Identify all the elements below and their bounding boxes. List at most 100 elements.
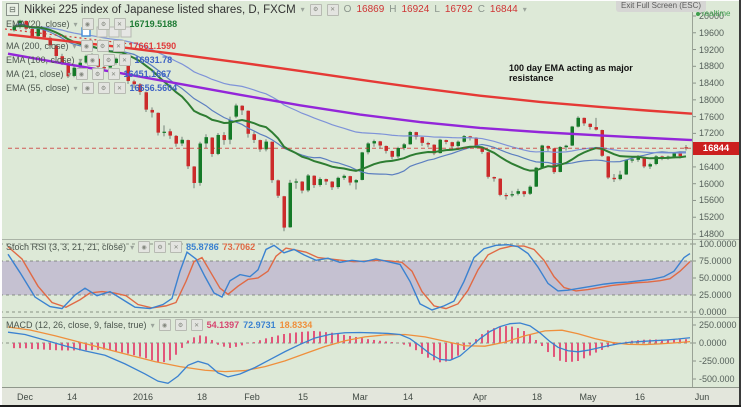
window-edge	[0, 0, 2, 407]
time-axis-label: Jun	[694, 392, 710, 402]
indicator-row: EMA (20, close) ▾ ◉ ⚙ ✕ 16719.5188	[6, 18, 177, 30]
stoch-axis-label: 25.0000	[699, 290, 732, 300]
price-axis-label: 16400	[699, 161, 725, 172]
close-icon[interactable]: ✕	[113, 18, 126, 30]
stoch-axis-label: 100.0000	[699, 239, 737, 249]
pane-divider-main-stoch	[0, 239, 741, 240]
price-axis-label: 16000	[699, 178, 725, 189]
eye-icon[interactable]: ◉	[80, 40, 93, 52]
time-axis-label: 18	[196, 392, 207, 402]
chevron-down-icon[interactable]: ▾	[73, 19, 78, 29]
chevron-down-icon[interactable]: ▾	[150, 320, 155, 330]
eye-icon[interactable]: ◉	[75, 68, 88, 80]
indicator-row: MA (21, close) ▾ ◉ ⚙ ✕ 16451.1667	[6, 68, 171, 80]
macd-header: MACD (12, 26, close, 9, false, true) ▾ ◉…	[6, 319, 312, 331]
eye-icon[interactable]: ◉	[158, 319, 171, 331]
chevron-down-icon[interactable]: ▾	[78, 55, 83, 65]
price-axis-label: 15600	[699, 195, 725, 206]
close-icon[interactable]: ✕	[112, 40, 125, 52]
gear-icon[interactable]: ⚙	[97, 82, 110, 94]
low-label: L	[434, 4, 440, 15]
price-axis-label: 14800	[699, 229, 725, 239]
window-edge	[739, 0, 741, 407]
indicator-name-label[interactable]: EMA (20, close)	[6, 19, 70, 29]
close-icon[interactable]: ✕	[118, 54, 131, 66]
time-axis[interactable]	[0, 387, 741, 406]
symbol-title[interactable]: Nikkei 225 index of Japanese listed shar…	[24, 3, 296, 16]
stoch-rsi-label[interactable]: Stoch RSI (3, 3, 21, 21, close)	[6, 242, 127, 252]
last-price-tag: 16844	[693, 141, 739, 155]
indicator-name-label[interactable]: EMA (55, close)	[6, 83, 70, 93]
indicator-name-label[interactable]: MA (200, close)	[6, 41, 69, 51]
time-axis-label: Apr	[472, 392, 487, 402]
close-icon[interactable]: ✕	[326, 3, 339, 16]
price-axis-label: 17200	[699, 128, 725, 139]
gear-icon[interactable]: ⚙	[102, 54, 115, 66]
macd-label[interactable]: MACD (12, 26, close, 9, false, true)	[6, 320, 147, 330]
eye-icon[interactable]: ◉	[138, 241, 151, 253]
realtime-badge: realtime	[696, 9, 730, 18]
chevron-down-icon[interactable]: ▾	[72, 41, 77, 51]
time-axis-label: 18	[531, 392, 542, 402]
chevron-down-icon[interactable]: ▾	[67, 69, 72, 79]
gear-icon[interactable]: ⚙	[309, 3, 322, 16]
time-axis-label: May	[579, 392, 597, 402]
indicator-row: EMA (100, close) ▾ ◉ ⚙ ✕ 16931.78	[6, 54, 172, 66]
time-axis-label: 14	[402, 392, 413, 402]
macd-axis-label: 0.0000	[699, 338, 727, 348]
low-value: 16792	[444, 4, 473, 15]
time-axis-label: Feb	[244, 392, 260, 402]
price-axis-label: 20000	[699, 11, 725, 21]
indicator-value: 16719.5188	[129, 19, 178, 29]
time-axis-label: 16	[634, 392, 645, 402]
exit-fullscreen-button[interactable]: Exit Full Screen (ESC)	[616, 0, 707, 12]
price-axis-label: 19600	[699, 27, 725, 38]
close-icon[interactable]: ✕	[107, 68, 120, 80]
gear-icon[interactable]: ⚙	[91, 68, 104, 80]
price-axis-label: 18000	[699, 94, 725, 105]
realtime-dot-icon	[696, 11, 700, 16]
gear-icon[interactable]: ⚙	[154, 241, 167, 253]
time-axis-label: Dec	[16, 392, 33, 402]
open-label: O	[343, 4, 352, 15]
indicator-row: EMA (55, close) ▾ ◉ ⚙ ✕ 16656.5604	[6, 82, 177, 94]
window-edge	[0, 405, 741, 407]
gear-icon[interactable]: ⚙	[97, 18, 110, 30]
price-axis-label: 18800	[699, 61, 725, 72]
price-axis-separator	[692, 0, 693, 387]
macd-axis-label: 250.0000	[699, 320, 737, 330]
collapse-pane-icon[interactable]: ⊟	[6, 3, 19, 16]
eye-icon[interactable]: ◉	[81, 82, 94, 94]
indicator-name-label[interactable]: EMA (100, close)	[6, 55, 75, 65]
eye-icon[interactable]: ◉	[86, 54, 99, 66]
time-axis-label: 15	[297, 392, 308, 402]
stoch-axis-label: 50.0000	[699, 273, 732, 283]
stoch-rsi-header: Stoch RSI (3, 3, 21, 21, close) ▾ ◉ ⚙ ✕ …	[6, 241, 255, 253]
gear-icon[interactable]: ⚙	[174, 319, 187, 331]
close-icon[interactable]: ✕	[113, 82, 126, 94]
chevron-down-icon[interactable]: ▾	[522, 5, 527, 14]
time-axis-label: 14	[66, 392, 77, 402]
indicator-value: 16451.1667	[123, 69, 172, 79]
eye-icon[interactable]: ◉	[81, 18, 94, 30]
stoch-axis-label: 0.0000	[699, 307, 727, 317]
indicator-value: 17661.1590	[128, 41, 177, 51]
chevron-down-icon[interactable]: ▾	[73, 83, 78, 93]
close-icon[interactable]: ✕	[170, 241, 183, 253]
close-icon[interactable]: ✕	[190, 319, 203, 331]
chevron-down-icon[interactable]: ▾	[300, 5, 305, 14]
price-axis-label: 17600	[699, 111, 725, 122]
macd-axis-label: -250.000	[699, 356, 735, 366]
stoch-k-value: 85.8786	[186, 242, 219, 252]
chevron-down-icon[interactable]: ▾	[130, 242, 135, 252]
macd-signal-value: 18.8334	[279, 320, 313, 330]
stoch-axis-label: 75.0000	[699, 256, 732, 266]
high-value: 16924	[401, 4, 430, 15]
price-axis-label: 15200	[699, 212, 725, 223]
indicator-value: 16656.5604	[129, 83, 178, 93]
gear-icon[interactable]: ⚙	[96, 40, 109, 52]
window-edge	[0, 0, 741, 1]
price-axis-label: 18400	[699, 78, 725, 89]
indicator-name-label[interactable]: MA (21, close)	[6, 69, 64, 79]
